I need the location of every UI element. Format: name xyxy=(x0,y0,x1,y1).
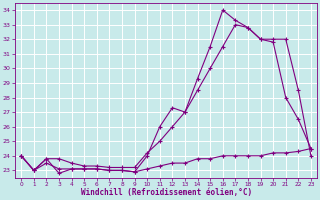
X-axis label: Windchill (Refroidissement éolien,°C): Windchill (Refroidissement éolien,°C) xyxy=(81,188,252,197)
